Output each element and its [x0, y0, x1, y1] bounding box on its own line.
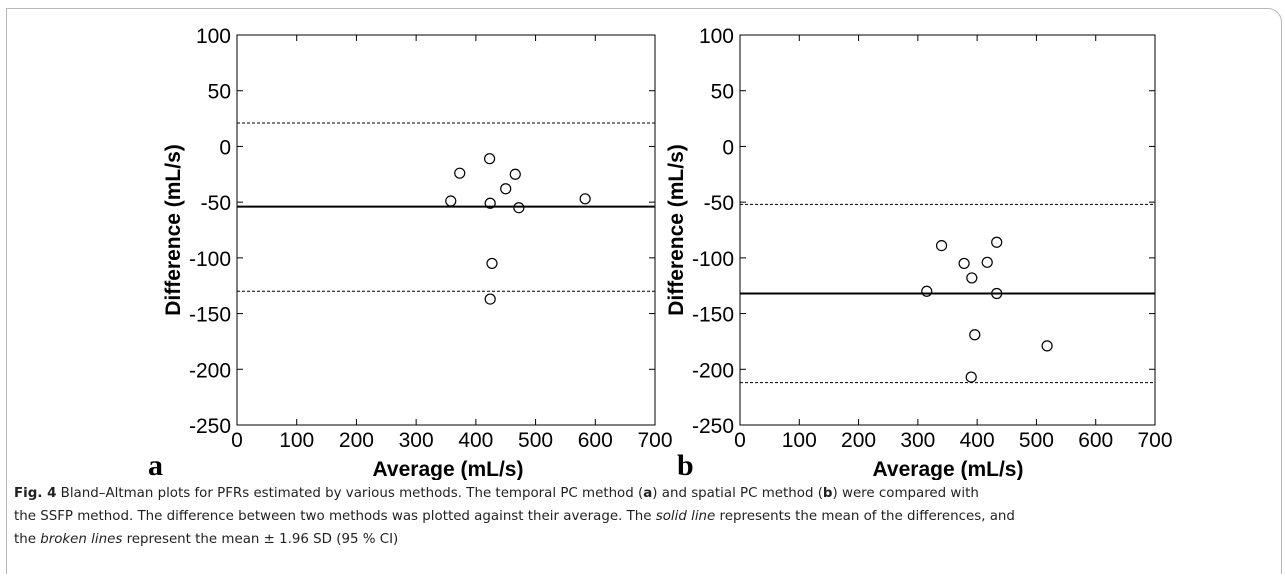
- data-point: [958, 257, 970, 270]
- data-point: [981, 256, 993, 268]
- figure-border: [6, 8, 1282, 574]
- y-tick-label: 100: [699, 25, 734, 48]
- data-point: [484, 197, 496, 209]
- y-tick-label: -250: [189, 415, 231, 438]
- caption-line-3: the broken lines represent the mean ± 1.…: [14, 528, 1276, 551]
- caption-label: Fig. 4: [14, 486, 57, 501]
- y-tick-label: -200: [189, 359, 231, 382]
- y-tick-label: -50: [201, 192, 231, 215]
- data-point: [991, 287, 1003, 300]
- caption-panel-b: b: [822, 486, 833, 501]
- y-axis-label: Difference (mL/s): [162, 144, 185, 316]
- y-tick-label: 100: [196, 25, 231, 48]
- x-tick-label: 300: [900, 429, 935, 452]
- data-point: [500, 183, 512, 195]
- y-tick-label: 0: [219, 136, 231, 159]
- caption-line-1: Fig. 4 Bland–Altman plots for PFRs estim…: [14, 482, 1276, 505]
- y-tick-label: -100: [692, 248, 734, 271]
- y-tick-label: 50: [711, 81, 734, 104]
- y-tick-label: -150: [189, 304, 231, 327]
- caption-solid-line: solid line: [655, 509, 716, 524]
- data-point: [935, 240, 948, 252]
- data-point: [966, 272, 978, 284]
- data-point: [579, 193, 591, 205]
- plot-frame: [236, 34, 656, 426]
- caption-line-2: the SSFP method. The difference between …: [14, 505, 1276, 528]
- figure-caption: Fig. 4 Bland–Altman plots for PFRs estim…: [14, 482, 1276, 551]
- y-tick-label: -150: [692, 304, 734, 327]
- x-tick-label: 200: [339, 429, 374, 452]
- y-tick-label: -100: [189, 248, 231, 271]
- data-point: [509, 168, 521, 180]
- y-tick-label: -50: [704, 192, 734, 215]
- x-tick-label: 0: [734, 429, 746, 452]
- caption-text-1c: ) were compared with: [832, 486, 979, 501]
- x-tick-label: 100: [279, 429, 314, 452]
- caption-text-3b: represent the mean ± 1.96 SD (95 % CI): [122, 532, 399, 547]
- panel-letter: a: [148, 449, 163, 480]
- y-tick-label: -200: [692, 359, 734, 382]
- caption-text-2b: represents the mean of the differences, …: [715, 509, 1015, 524]
- x-tick-label: 100: [782, 429, 817, 452]
- panel-letter: b: [677, 449, 694, 480]
- caption-panel-a: a: [643, 486, 653, 501]
- data-point: [484, 293, 496, 305]
- caption-text-3a: the: [14, 532, 41, 547]
- data-point: [483, 153, 496, 165]
- data-point: [454, 167, 466, 179]
- x-tick-label: 600: [578, 429, 613, 452]
- caption-text-2a: the SSFP method. The difference between …: [14, 509, 656, 524]
- x-tick-label: 0: [231, 429, 243, 452]
- data-point: [965, 371, 977, 383]
- x-tick-label: 400: [458, 429, 493, 452]
- data-point: [969, 329, 981, 341]
- data-point: [486, 257, 498, 270]
- caption-text-1a: Bland–Altman plots for PFRs estimated by…: [56, 486, 644, 501]
- x-tick-label: 600: [1078, 429, 1113, 452]
- y-tick-label: 50: [208, 81, 231, 104]
- x-tick-label: 500: [518, 429, 553, 452]
- y-tick-label: -250: [692, 415, 734, 438]
- data-point: [1041, 340, 1053, 352]
- x-tick-label: 700: [1137, 429, 1172, 452]
- x-tick-label: 500: [1019, 429, 1054, 452]
- x-tick-label: 300: [399, 429, 434, 452]
- plot-frame: [739, 34, 1156, 426]
- x-axis-label: Average (mL/s): [873, 458, 1024, 480]
- data-point: [921, 285, 933, 297]
- caption-broken-lines: broken lines: [40, 532, 123, 547]
- data-point: [445, 195, 457, 207]
- x-tick-label: 400: [960, 429, 995, 452]
- caption-text-1b: ) and spatial PC method (: [652, 486, 823, 501]
- y-tick-label: 0: [722, 136, 734, 159]
- data-point: [513, 202, 525, 214]
- y-axis-label: Difference (mL/s): [665, 144, 688, 316]
- x-axis-label: Average (mL/s): [373, 458, 524, 480]
- x-tick-label: 200: [841, 429, 876, 452]
- x-tick-label: 700: [637, 429, 672, 452]
- data-point: [991, 236, 1003, 248]
